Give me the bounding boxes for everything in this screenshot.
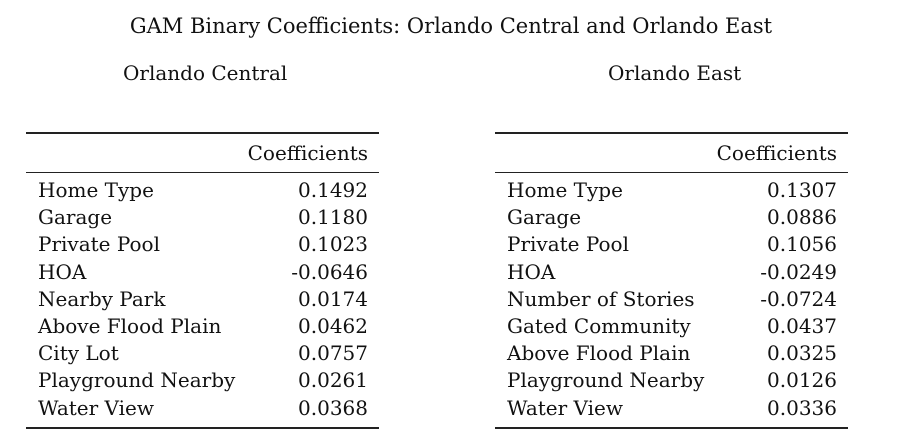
coefficient-value: 0.0886 — [767, 205, 837, 230]
variable-label: Home Type — [507, 178, 623, 202]
variable-label: Playground Nearby — [507, 368, 705, 393]
variable-label: Water View — [507, 395, 623, 420]
coefficient-value: 0.1180 — [298, 205, 368, 230]
variable-label: Private Pool — [38, 232, 160, 257]
table-row: Water View 0.0336 — [495, 395, 848, 422]
coefficient-value: 0.1023 — [298, 232, 368, 257]
table-row: Gated Community 0.0437 — [495, 313, 848, 340]
table-row: Private Pool 0.1056 — [495, 231, 848, 258]
coefficient-value: -0.0724 — [760, 286, 837, 311]
variable-label: Nearby Park — [38, 286, 166, 311]
coefficient-value: 0.0325 — [767, 341, 837, 366]
panel-title: Orlando Central — [123, 61, 288, 85]
table-row: HOA -0.0249 — [495, 259, 848, 286]
table-row: Private Pool 0.1023 — [26, 231, 379, 258]
orlando-east-table: Orlando East Coefficients Home Type 0.130… — [495, 0, 848, 438]
variable-label: Playground Nearby — [38, 368, 236, 393]
variable-label: Garage — [38, 205, 113, 230]
variable-label: Above Flood Plain — [38, 313, 222, 338]
variable-label: Above Flood Plain — [507, 341, 691, 366]
variable-label: Private Pool — [507, 232, 629, 257]
coefficient-value: 0.0261 — [298, 368, 368, 393]
table-bottom-rule — [26, 427, 379, 429]
table-top-rule — [495, 132, 848, 134]
table-top-rule — [26, 132, 379, 134]
variable-label: Number of Stories — [507, 286, 695, 311]
table-header-rule — [495, 172, 848, 173]
coefficient-value: 0.1492 — [298, 178, 368, 202]
variable-label: City Lot — [38, 341, 119, 366]
table-row: Home Type 0.1492 — [26, 177, 379, 204]
table-row: Garage 0.1180 — [26, 204, 379, 231]
coefficient-value: -0.0646 — [291, 259, 368, 284]
coefficient-value: 0.0437 — [767, 313, 837, 338]
coefficient-value: 0.0174 — [298, 286, 368, 311]
table-row: Playground Nearby 0.0261 — [26, 367, 379, 394]
column-header-coefficients: Coefficients — [247, 141, 368, 165]
table-row: Above Flood Plain 0.0462 — [26, 313, 379, 340]
variable-label: Water View — [38, 395, 154, 420]
coefficient-value: 0.0757 — [298, 341, 368, 366]
table-row: Playground Nearby 0.0126 — [495, 367, 848, 394]
table-row: Home Type 0.1307 — [495, 177, 848, 204]
figure-title: GAM Binary Coefficients: Orlando Central… — [129, 14, 773, 38]
table-row: City Lot 0.0757 — [26, 340, 379, 367]
coefficient-value: 0.1056 — [767, 232, 837, 257]
variable-label: HOA — [38, 259, 87, 284]
variable-label: HOA — [507, 259, 556, 284]
table-row: Nearby Park 0.0174 — [26, 286, 379, 313]
coefficient-value: 0.0126 — [767, 368, 837, 393]
table-row: Garage 0.0886 — [495, 204, 848, 231]
table-bottom-rule — [495, 427, 848, 429]
table-header-rule — [26, 172, 379, 173]
variable-label: Home Type — [38, 178, 154, 202]
coefficient-value: 0.0368 — [298, 395, 368, 420]
coefficient-value: 0.0336 — [767, 395, 837, 420]
column-header-coefficients: Coefficients — [716, 141, 837, 165]
table-body: Home Type 0.1492 Garage 0.1180 Private Pool 0… — [26, 177, 379, 422]
table-body: Home Type 0.1307 Garage 0.0886 Private Pool 0… — [495, 177, 848, 422]
table-row: HOA -0.0646 — [26, 259, 379, 286]
table-row: Water View 0.0368 — [26, 395, 379, 422]
panel-title: Orlando East — [608, 61, 742, 85]
coefficient-value: -0.0249 — [760, 259, 837, 284]
coefficient-value: 0.0462 — [298, 313, 368, 338]
variable-label: Gated Community — [507, 313, 691, 338]
table-row: Number of Stories -0.0724 — [495, 286, 848, 313]
orlando-central-table: Orlando Central Coefficients Home Type 0.… — [26, 0, 379, 438]
coefficient-value: 0.1307 — [767, 178, 837, 202]
variable-label: Garage — [507, 205, 582, 230]
table-row: Above Flood Plain 0.0325 — [495, 340, 848, 367]
